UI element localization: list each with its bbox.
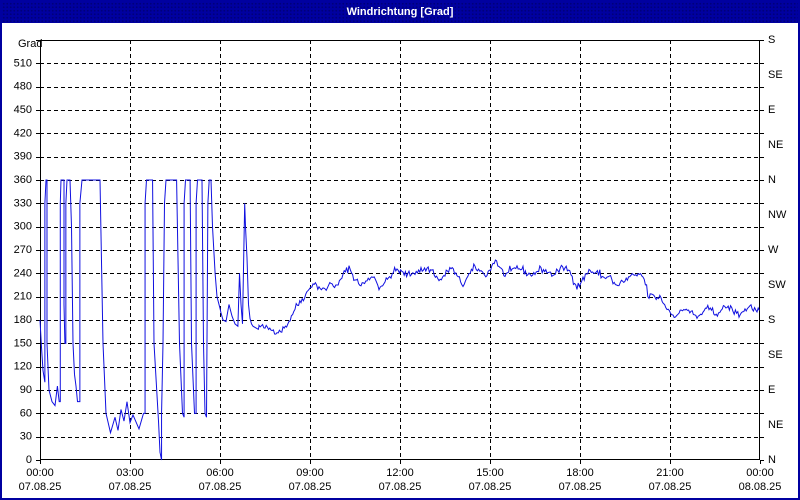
svg-text:270: 270 xyxy=(14,244,32,256)
svg-text:00:00: 00:00 xyxy=(26,467,54,479)
svg-text:450: 450 xyxy=(14,104,32,116)
svg-text:300: 300 xyxy=(14,221,32,233)
svg-text:07.08.25: 07.08.25 xyxy=(469,481,512,493)
svg-text:07.08.25: 07.08.25 xyxy=(379,481,422,493)
svg-text:360: 360 xyxy=(14,174,32,186)
svg-text:SE: SE xyxy=(768,69,783,81)
svg-text:510: 510 xyxy=(14,57,32,69)
svg-text:480: 480 xyxy=(14,81,32,93)
svg-text:07.08.25: 07.08.25 xyxy=(199,481,242,493)
svg-text:12:00: 12:00 xyxy=(386,467,414,479)
svg-text:07.08.25: 07.08.25 xyxy=(559,481,602,493)
svg-text:NE: NE xyxy=(768,139,783,151)
svg-text:09:00: 09:00 xyxy=(296,467,324,479)
svg-text:N: N xyxy=(768,454,776,466)
svg-text:420: 420 xyxy=(14,127,32,139)
svg-text:N: N xyxy=(768,174,776,186)
svg-text:30: 30 xyxy=(20,431,32,443)
svg-text:NW: NW xyxy=(768,209,787,221)
svg-text:18:00: 18:00 xyxy=(566,467,594,479)
svg-text:03:00: 03:00 xyxy=(116,467,144,479)
svg-text:07.08.25: 07.08.25 xyxy=(109,481,152,493)
svg-text:E: E xyxy=(768,104,775,116)
svg-text:07.08.25: 07.08.25 xyxy=(649,481,692,493)
svg-text:180: 180 xyxy=(14,314,32,326)
svg-text:S: S xyxy=(768,34,775,46)
svg-text:0: 0 xyxy=(26,454,32,466)
svg-text:E: E xyxy=(768,384,775,396)
svg-text:00:00: 00:00 xyxy=(746,467,774,479)
svg-text:330: 330 xyxy=(14,197,32,209)
svg-text:07.08.25: 07.08.25 xyxy=(289,481,332,493)
svg-text:150: 150 xyxy=(14,337,32,349)
svg-text:07.08.25: 07.08.25 xyxy=(19,481,62,493)
svg-text:SW: SW xyxy=(768,279,786,291)
svg-text:240: 240 xyxy=(14,267,32,279)
svg-text:W: W xyxy=(768,244,779,256)
svg-text:60: 60 xyxy=(20,407,32,419)
svg-text:SE: SE xyxy=(768,349,783,361)
svg-text:08.08.25: 08.08.25 xyxy=(739,481,782,493)
svg-text:210: 210 xyxy=(14,291,32,303)
svg-text:120: 120 xyxy=(14,361,32,373)
svg-text:Grad: Grad xyxy=(18,38,42,50)
svg-text:21:00: 21:00 xyxy=(656,467,684,479)
svg-text:NE: NE xyxy=(768,419,783,431)
svg-text:06:00: 06:00 xyxy=(206,467,234,479)
svg-text:390: 390 xyxy=(14,151,32,163)
svg-text:15:00: 15:00 xyxy=(476,467,504,479)
svg-text:S: S xyxy=(768,314,775,326)
svg-text:90: 90 xyxy=(20,384,32,396)
